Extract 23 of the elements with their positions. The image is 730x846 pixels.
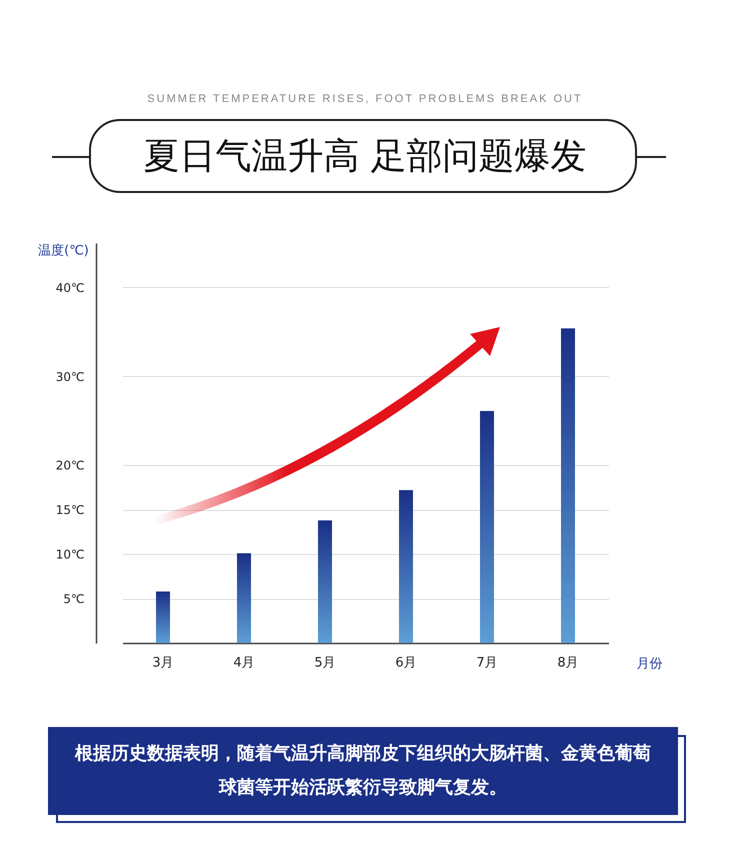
y-tick-label: 5℃ xyxy=(63,592,84,606)
text: 根据历史数据表明，随着气温升高脚部皮下组织的大肠杆菌、金黄色葡萄球菌等开始活跃繁衍导致脚气复发。 xyxy=(48,727,678,815)
x-axis-title: 月份 xyxy=(636,656,662,672)
y-tick-label: 15℃ xyxy=(56,503,84,518)
x-tick-label: 5月 xyxy=(314,656,336,670)
bar xyxy=(318,520,332,643)
y-tick-label: 20℃ xyxy=(56,458,84,473)
bar xyxy=(480,411,494,643)
x-tick-label: 6月 xyxy=(395,656,417,670)
bar xyxy=(156,591,170,643)
chart-title: 夏日气温升高 足部问题爆发 xyxy=(142,136,588,178)
x-tick-label: 7月 xyxy=(476,656,498,670)
bar xyxy=(399,490,413,643)
bar xyxy=(237,553,251,643)
y-axis-title: 温度(℃) xyxy=(38,242,89,258)
y-tick-label: 10℃ xyxy=(56,548,84,562)
y-tick-label: 40℃ xyxy=(56,280,84,295)
y-tick-label: 30℃ xyxy=(56,370,84,384)
x-tick-label: 4月 xyxy=(233,656,255,670)
bar xyxy=(561,328,575,643)
x-tick-label: 8月 xyxy=(557,656,579,670)
x-tick-label: 3月 xyxy=(152,656,174,670)
chart-subtitle: SUMMER TEMPERATURE RISES, FOOT PROBLEMS BREAK OUT xyxy=(146,93,584,105)
